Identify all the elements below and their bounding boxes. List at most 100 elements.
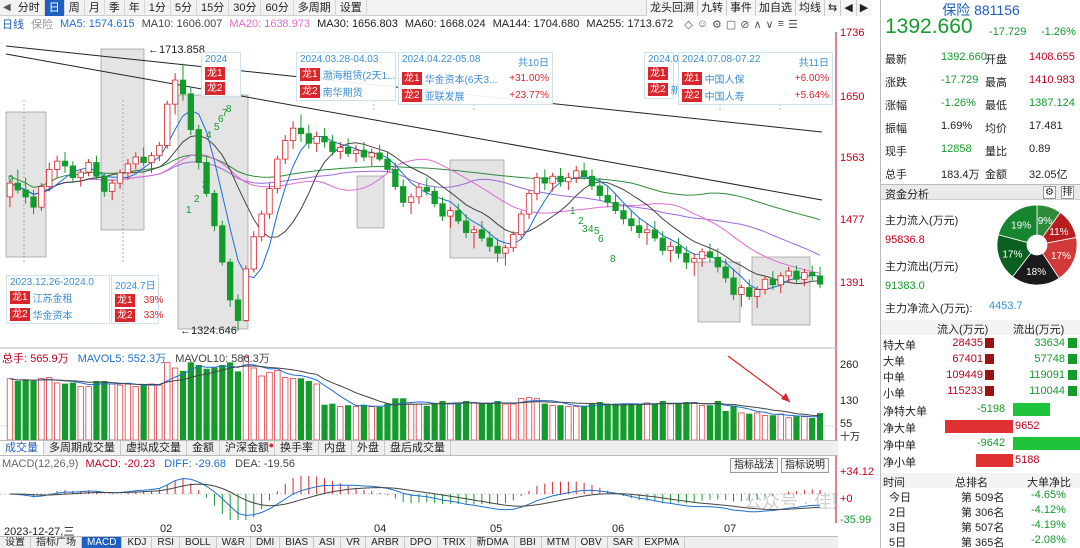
indicator-tab[interactable]: VR — [341, 537, 367, 548]
period-tab[interactable]: 15分 — [197, 0, 230, 16]
period-tab[interactable]: 1分 — [145, 0, 171, 16]
period-tab[interactable]: 周 — [65, 0, 85, 16]
volume-bar — [738, 412, 745, 441]
period-tab[interactable]: 设置 — [336, 0, 367, 16]
volume-tab[interactable]: 外盘 — [352, 441, 385, 455]
dragon-annotation-box[interactable]: 2024 龙1 龙2 — [201, 52, 241, 97]
volume-tab[interactable]: 虚拟成交量 — [121, 441, 187, 455]
volume-bar — [219, 364, 226, 441]
indicator-tab[interactable]: SAR — [608, 537, 640, 548]
indicator-tab[interactable]: 新DMA — [471, 537, 515, 548]
annotation-header: 2024.04.22-05.08 共10日 — [399, 53, 552, 70]
flow-out-bar — [1068, 338, 1077, 348]
diamond-icon[interactable]: ◇ — [684, 18, 693, 31]
period-tab[interactable]: 60分 — [261, 0, 294, 16]
donut-label: 11% — [1049, 227, 1068, 238]
dragon-annotation-box[interactable]: 2024.0 龙1 龙2 新 — [644, 52, 681, 99]
rank-period: 2日 — [889, 507, 907, 519]
toolbar-button[interactable]: 均线 — [795, 0, 824, 16]
volume-tab[interactable]: 内盘 — [319, 441, 352, 455]
volume-bar — [93, 380, 100, 441]
period-tab[interactable]: 分时 — [14, 0, 45, 16]
volume-tab[interactable]: 换手率 — [275, 441, 319, 455]
cancel-icon[interactable]: ⊘ — [740, 18, 750, 31]
list-icon[interactable]: ☰ — [788, 18, 798, 31]
back-icon[interactable]: ◀ — [3, 1, 11, 13]
indicator-tab[interactable]: TRIX — [438, 537, 472, 548]
indicator-tab[interactable]: BBI — [515, 537, 542, 548]
chevron-up-icon[interactable]: ∧ — [753, 18, 762, 31]
period-tab[interactable]: 多周期 — [294, 0, 336, 16]
candle-body — [156, 144, 163, 157]
indicator-tab[interactable]: BOLL — [180, 537, 217, 548]
candle-body — [211, 193, 218, 227]
toolbar-button[interactable]: 事件 — [726, 0, 755, 16]
candle-body — [69, 165, 77, 179]
candle-body — [486, 237, 493, 247]
leader-stock-pct: +6.00% — [794, 73, 829, 84]
indicator-tab[interactable]: 指标广场 — [31, 537, 82, 548]
gear-icon[interactable]: ⚙ — [711, 18, 722, 31]
indicator-tab[interactable]: ASI — [314, 537, 342, 548]
diff-value: DIFF: -29.68 — [164, 458, 226, 470]
dragon-annotation-box[interactable]: 2024.7日 龙1 39% 龙2 33% — [111, 275, 164, 324]
next-icon[interactable]: ▶ — [855, 0, 872, 16]
sort-icon[interactable]: 排 — [1061, 186, 1074, 199]
indicator-tab[interactable]: W&R — [217, 537, 251, 548]
volume-bar — [643, 402, 651, 441]
dragon-annotation-box[interactable]: 2023.12.26-2024.0 龙1 江苏金租 龙2 华金资本 — [6, 275, 110, 324]
indicator-tab[interactable]: 设置 — [0, 537, 31, 548]
indicator-tab[interactable]: RSI — [152, 537, 181, 548]
indicator-tab[interactable]: MTM — [542, 537, 576, 548]
period-tab[interactable]: 季 — [105, 0, 125, 16]
face-icon[interactable]: ☺ — [696, 17, 708, 30]
period-tab[interactable]: 5分 — [171, 0, 197, 16]
volume-tab[interactable]: 成交量 — [0, 441, 44, 455]
annotation-row: 龙2 — [202, 81, 240, 96]
volume-tab[interactable]: 金额 — [187, 441, 220, 455]
prev-icon[interactable]: ◀ — [840, 0, 856, 16]
quote-l2: 开盘 — [985, 54, 1007, 66]
volume-tab[interactable]: 多周期成交量 — [44, 441, 121, 455]
period-tab[interactable]: 年 — [125, 0, 145, 16]
dragon-annotation-box[interactable]: 2024.03.28-04.03 龙1 渤海租赁(2天1... 龙2 南华期货 — [296, 52, 396, 101]
toolbar-button[interactable]: 龙头回溯 — [646, 0, 697, 16]
toolbar-button[interactable]: ⇆ — [824, 0, 841, 16]
period-tab[interactable]: 月 — [85, 0, 105, 16]
macd-button[interactable]: 指标战法 — [730, 458, 778, 473]
dea-value: DEA: -19.56 — [235, 458, 295, 470]
volume-tab[interactable]: 盘后成交量 — [385, 441, 451, 455]
period-tab[interactable]: 日 — [44, 0, 65, 16]
indicator-tab[interactable]: ARBR — [366, 537, 405, 548]
chevron-down-icon[interactable]: ∨ — [765, 18, 774, 31]
nine-turn-green: 6 — [218, 114, 224, 125]
macd-tick: -35.99 — [840, 514, 872, 526]
candle-body — [651, 229, 659, 239]
settings-icon[interactable]: ⚙ — [1043, 186, 1056, 199]
annotation-row: 龙2 33% — [112, 308, 164, 323]
rank-header: 时间 总排名 大单净比 — [881, 473, 1080, 489]
macd-button[interactable]: 指标说明 — [781, 458, 829, 473]
volume-bar — [581, 406, 588, 441]
nine-turn-green: 2 — [194, 194, 200, 205]
toolbar-button[interactable]: 九转 — [697, 0, 726, 16]
volume-tab-label: 内盘 — [324, 442, 346, 454]
indicator-tab[interactable]: KDJ — [122, 537, 153, 548]
period-tab[interactable]: 30分 — [229, 0, 262, 16]
indicator-tab[interactable]: DMI — [251, 537, 281, 548]
volume-bar — [234, 371, 242, 441]
indicator-tab[interactable]: EXPMA — [639, 537, 686, 548]
box-icon[interactable]: ▢ — [725, 18, 737, 31]
indicator-tab[interactable]: OBV — [576, 537, 608, 548]
indicator-tab[interactable]: DPO — [405, 537, 438, 548]
dragon-annotation-box[interactable]: 2024.07.08-07.22 共11日 龙1 中国人保 +6.00% 龙2 中国人寿 +5… — [678, 52, 833, 105]
toolbar-button[interactable]: 加自选 — [755, 0, 795, 16]
volume-tab-label: 盘后成交量 — [390, 442, 445, 454]
indicator-tab[interactable]: BIAS — [280, 537, 315, 548]
dragon-annotation-box[interactable]: 2024.04.22-05.08 共10日 龙1 华金资本(6天3... +31.00%… — [398, 52, 553, 105]
menu-icon[interactable]: ≡ — [777, 17, 785, 30]
main-inflow-label: 主力流入(万元) — [885, 215, 959, 227]
volume-tab[interactable]: 沪深金额 ● — [220, 440, 275, 455]
kline-chart[interactable]: ←1713.858←1324.64691234567812345689公众号 ·… — [0, 32, 838, 523]
indicator-tab[interactable]: MACD — [82, 537, 123, 548]
